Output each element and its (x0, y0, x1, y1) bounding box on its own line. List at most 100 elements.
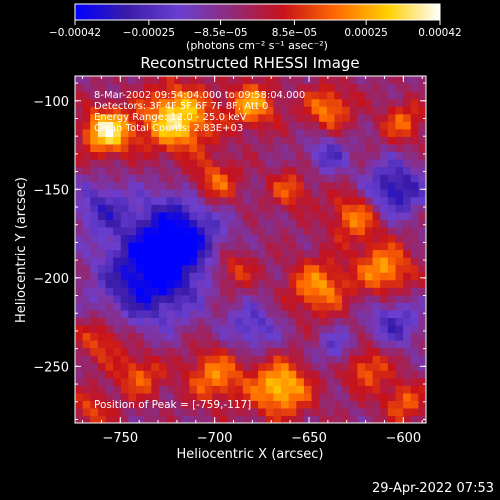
heatmap-cell (75, 415, 84, 423)
heatmap-cell (387, 83, 397, 92)
heatmap-cell (372, 324, 381, 334)
heatmap-cell (75, 309, 84, 318)
heatmap-cell (349, 264, 358, 273)
heatmap-cell (75, 392, 84, 401)
heatmap-cell (166, 279, 175, 288)
heatmap-cell (319, 400, 328, 409)
heatmap-cell (158, 279, 168, 288)
heatmap-cell (387, 272, 397, 281)
heatmap-cell (75, 287, 84, 296)
heatmap-cell (189, 158, 198, 168)
heatmap-cell (227, 211, 236, 220)
heatmap-cell (395, 355, 404, 364)
heatmap-cell (265, 136, 274, 145)
heatmap-cell (387, 385, 397, 394)
heatmap-cell (219, 204, 229, 213)
heatmap-cell (296, 226, 305, 236)
heatmap-cell (387, 196, 397, 205)
heatmap-cell (303, 264, 313, 273)
heatmap-cell (342, 249, 351, 258)
heatmap-cell (288, 204, 297, 213)
heatmap-cell (281, 136, 290, 145)
heatmap-cell (418, 264, 426, 273)
colorbar-tick-label: −0.00025 (123, 27, 175, 39)
heatmap-cell (158, 91, 168, 100)
heatmap-cell (364, 91, 374, 100)
heatmap-cell (219, 294, 229, 303)
heatmap-cell (219, 211, 229, 220)
heatmap-cell (197, 219, 206, 228)
heatmap-cell (258, 211, 267, 220)
heatmap-cell (75, 370, 84, 379)
heatmap-cell (296, 249, 305, 258)
heatmap-cell (311, 83, 320, 92)
heatmap-cell (303, 279, 313, 288)
heatmap-cell (288, 362, 297, 371)
heatmap-cell (235, 121, 244, 130)
heatmap-cell (235, 400, 244, 409)
heatmap-cell (342, 377, 351, 386)
heatmap-cell (204, 355, 213, 364)
heatmap-cell (334, 151, 343, 160)
heatmap-cell (380, 189, 389, 198)
heatmap-cell (181, 196, 191, 205)
heatmap-cell (181, 385, 191, 394)
heatmap-cell (281, 400, 290, 409)
heatmap-cell (281, 340, 290, 349)
heatmap-cell (75, 211, 84, 220)
heatmap-cell (311, 340, 320, 349)
heatmap-cell (143, 181, 152, 190)
heatmap-cell (387, 121, 397, 130)
heatmap-cell (418, 189, 426, 198)
heatmap-cell (273, 158, 282, 168)
heatmap-cell (105, 355, 114, 364)
heatmap-cell (105, 234, 114, 243)
heatmap-cell (349, 355, 358, 364)
heatmap-cell (143, 143, 152, 153)
heatmap-cell (395, 241, 404, 251)
heatmap-cell (342, 392, 351, 401)
heatmap-cell (357, 272, 366, 281)
heatmap-cell (334, 309, 343, 318)
heatmap-cell (197, 407, 206, 417)
heatmap-cell (334, 302, 343, 311)
heatmap-cell (235, 136, 244, 145)
heatmap-cell (189, 287, 198, 296)
heatmap-cell (82, 249, 91, 258)
heatmap-cell (342, 91, 351, 100)
heatmap-cell (342, 136, 351, 145)
heatmap-cell (82, 302, 91, 311)
heatmap-cell (349, 136, 358, 145)
heatmap-cell (326, 98, 336, 107)
heatmap-cell (288, 166, 297, 175)
heatmap-cell (303, 181, 313, 190)
heatmap-cell (204, 332, 213, 341)
heatmap-cell (197, 257, 206, 266)
heatmap-cell (189, 234, 198, 243)
heatmap-cell (197, 226, 206, 236)
heatmap-cell (250, 98, 259, 107)
heatmap-cell (288, 106, 297, 115)
heatmap-cell (364, 309, 374, 318)
heatmap-cell (227, 121, 236, 130)
heatmap-cell (174, 128, 183, 137)
heatmap-cell (158, 385, 168, 394)
heatmap-cell (105, 415, 114, 423)
heatmap-cell (319, 189, 328, 198)
heatmap-cell (342, 196, 351, 205)
heatmap-cell (75, 196, 84, 205)
heatmap-cell (319, 91, 328, 100)
heatmap-cell (326, 362, 336, 371)
heatmap-cell (349, 249, 358, 258)
heatmap-cell (281, 174, 290, 183)
heatmap-cell (128, 340, 137, 349)
heatmap-cell (265, 226, 274, 236)
heatmap-cell (227, 309, 236, 318)
heatmap-cell (204, 196, 213, 205)
heatmap-cell (105, 294, 114, 303)
heatmap-cell (410, 121, 419, 130)
heatmap-cell (212, 219, 221, 228)
heatmap-cell (189, 121, 198, 130)
heatmap-cell (265, 151, 274, 160)
heatmap-cell (303, 332, 313, 341)
